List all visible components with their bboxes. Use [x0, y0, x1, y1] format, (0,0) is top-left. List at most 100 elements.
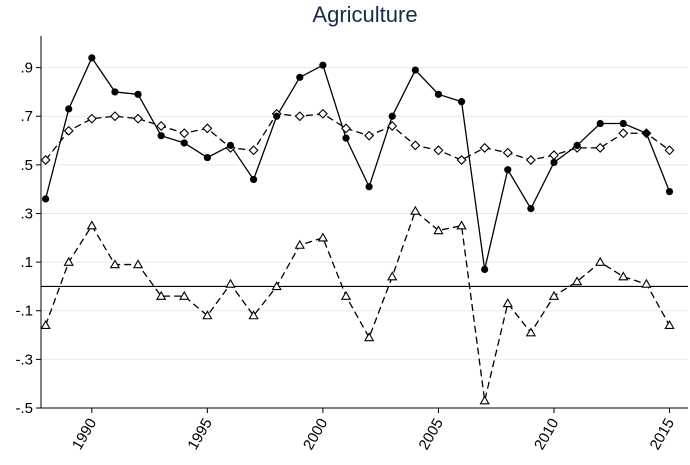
point-diamond-1999 — [294, 111, 305, 122]
y-tick-label-4: .1 — [20, 254, 33, 271]
y-tick-label-6: -.3 — [15, 351, 33, 368]
point-diamond-2007 — [479, 142, 490, 153]
point-triangle-2002 — [363, 332, 375, 342]
x-tick-label-3: 2005 — [415, 416, 446, 453]
point-circle-2012 — [596, 119, 604, 128]
point-circle-2009 — [527, 205, 535, 213]
point-diamond-2013 — [618, 128, 629, 139]
point-diamond-1988 — [40, 155, 51, 165]
series-line-circle — [44, 56, 671, 270]
point-circle-1993 — [157, 132, 165, 140]
point-triangle-1993 — [156, 290, 167, 300]
point-triangle-2009 — [525, 327, 537, 337]
y-tick-label-5: -.1 — [15, 303, 33, 320]
point-diamond-1990 — [86, 113, 97, 124]
point-triangle-1996 — [225, 278, 236, 288]
point-circle-1996 — [226, 141, 235, 150]
point-triangle-1991 — [109, 259, 121, 269]
point-diamond-1991 — [109, 111, 120, 122]
point-circle-1991 — [111, 88, 119, 96]
series-line-diamond — [45, 113, 670, 161]
point-diamond-1993 — [156, 120, 167, 131]
point-diamond-2008 — [502, 147, 513, 158]
point-circle-1998 — [273, 112, 281, 120]
series-line-triangle — [45, 209, 671, 401]
point-diamond-2000 — [317, 108, 328, 119]
point-triangle-2007 — [479, 395, 490, 405]
y-tick-label-2: .5 — [20, 157, 33, 174]
point-circle-1995 — [203, 153, 211, 162]
point-triangle-1989 — [63, 256, 74, 266]
x-tick-label-1: 1995 — [184, 416, 215, 453]
point-triangle-1992 — [132, 259, 144, 269]
point-circle-1992 — [134, 90, 142, 98]
x-tick-label-5: 2015 — [647, 416, 678, 453]
point-diamond-2005 — [433, 145, 444, 156]
point-diamond-2012 — [595, 142, 606, 153]
point-triangle-2011 — [571, 276, 583, 286]
point-triangle-2013 — [618, 271, 629, 281]
point-diamond-2006 — [456, 155, 467, 165]
point-triangle-2014 — [641, 278, 652, 288]
point-diamond-2004 — [410, 140, 421, 151]
point-circle-1997 — [249, 175, 258, 184]
point-triangle-2015 — [664, 320, 675, 330]
y-tick-label-7: -.5 — [15, 400, 33, 417]
point-triangle-2010 — [548, 290, 560, 300]
y-tick-label-0: .9 — [20, 60, 33, 77]
point-diamond-2015 — [664, 145, 675, 156]
point-triangle-1997 — [248, 310, 259, 320]
point-circle-2001 — [342, 134, 350, 142]
point-triangle-1999 — [294, 239, 305, 249]
x-tick-label-0: 1990 — [69, 416, 100, 453]
point-circle-2002 — [365, 183, 373, 191]
point-triangle-1990 — [86, 220, 97, 230]
point-diamond-1995 — [202, 123, 213, 134]
point-circle-2006 — [457, 98, 466, 106]
point-diamond-2003 — [387, 120, 398, 131]
point-triangle-1995 — [202, 310, 213, 320]
point-circle-2004 — [411, 66, 419, 74]
point-circle-1994 — [180, 139, 188, 147]
point-triangle-2001 — [340, 290, 352, 300]
point-circle-2000 — [319, 61, 327, 69]
point-circle-2013 — [619, 119, 627, 128]
y-tick-label-3: .3 — [20, 205, 33, 222]
point-circle-2007 — [481, 265, 489, 274]
point-triangle-1988 — [40, 320, 51, 330]
point-circle-1988 — [42, 195, 50, 203]
point-diamond-2002 — [364, 130, 375, 141]
point-circle-1989 — [65, 105, 73, 113]
point-circle-2008 — [504, 166, 512, 174]
point-diamond-1992 — [133, 113, 144, 124]
point-triangle-2003 — [387, 271, 398, 281]
point-circle-2011 — [573, 141, 581, 150]
point-diamond-2001 — [341, 123, 351, 134]
point-triangle-1994 — [179, 290, 190, 300]
point-circle-2010 — [550, 158, 558, 167]
point-diamond-1994 — [179, 128, 190, 139]
chart-title: Agriculture — [312, 2, 418, 27]
point-triangle-2005 — [433, 225, 444, 235]
point-circle-1990 — [88, 54, 96, 62]
point-circle-1999 — [296, 73, 304, 81]
x-tick-label-2: 2000 — [300, 416, 331, 453]
point-circle-2015 — [665, 188, 674, 196]
point-triangle-1998 — [271, 281, 282, 291]
point-diamond-2010 — [549, 150, 559, 161]
point-triangle-2006 — [456, 220, 467, 230]
point-diamond-2009 — [525, 155, 536, 165]
point-triangle-2008 — [502, 298, 513, 308]
point-triangle-2012 — [595, 256, 606, 266]
y-tick-label-1: .7 — [20, 108, 33, 125]
point-circle-2005 — [434, 90, 443, 98]
point-triangle-2004 — [410, 205, 421, 215]
x-tick-label-4: 2010 — [531, 416, 562, 453]
point-diamond-1989 — [63, 125, 74, 136]
point-circle-2014 — [642, 129, 651, 137]
point-circle-2003 — [388, 112, 396, 120]
point-diamond-1997 — [248, 145, 259, 156]
point-triangle-2000 — [317, 232, 329, 242]
